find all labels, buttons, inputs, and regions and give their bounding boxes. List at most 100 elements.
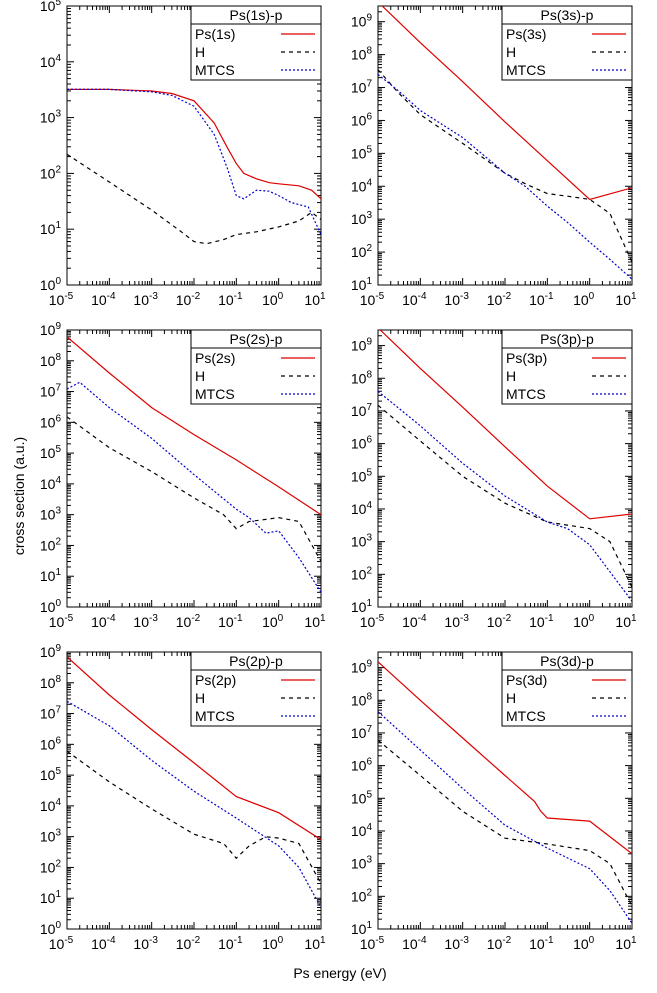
y-tick-label: 103 bbox=[351, 210, 373, 227]
y-tick-label: 104 bbox=[40, 53, 62, 70]
y-tick-exponent: 9 bbox=[366, 659, 372, 670]
x-tick-exponent: 0 bbox=[278, 613, 284, 624]
x-tick-label: 101 bbox=[615, 935, 637, 952]
legend-label: Ps(2s) bbox=[195, 350, 235, 366]
y-tick-label: 106 bbox=[351, 111, 373, 128]
y-tick-exponent: 1 bbox=[55, 889, 61, 900]
x-tick-label: 10-4 bbox=[91, 291, 116, 308]
chart-title: Ps(2p)-p bbox=[229, 653, 283, 669]
x-tick-exponent: -3 bbox=[460, 291, 469, 302]
x-tick-label: 10-4 bbox=[402, 935, 427, 952]
x-tick-exponent: 1 bbox=[631, 935, 637, 946]
y-tick-exponent: 8 bbox=[55, 352, 61, 363]
x-tick-exponent: -5 bbox=[375, 613, 384, 624]
y-tick-label: 103 bbox=[351, 855, 373, 872]
x-tick-exponent: -4 bbox=[418, 613, 427, 624]
y-tick-label: 101 bbox=[40, 567, 62, 584]
x-tick-exponent: 0 bbox=[278, 935, 284, 946]
x-tick-exponent: 1 bbox=[631, 613, 637, 624]
x-tick-label: 10-2 bbox=[176, 613, 201, 630]
y-tick-label: 106 bbox=[351, 435, 373, 452]
y-tick-label: 107 bbox=[351, 79, 373, 96]
y-tick-exponent: 3 bbox=[55, 109, 61, 120]
y-tick-label: 101 bbox=[351, 276, 373, 293]
x-tick-exponent: -2 bbox=[502, 613, 511, 624]
series-line-ps-3d- bbox=[378, 661, 632, 855]
y-tick-label: 109 bbox=[351, 659, 373, 676]
y-tick-exponent: 9 bbox=[366, 13, 372, 24]
y-tick-exponent: 5 bbox=[55, 0, 61, 8]
y-tick-label: 109 bbox=[351, 337, 373, 354]
legend-label: H bbox=[506, 690, 516, 706]
y-tick-label: 105 bbox=[351, 789, 373, 806]
y-tick-label: 101 bbox=[351, 598, 373, 615]
x-tick-exponent: -4 bbox=[418, 935, 427, 946]
y-tick-exponent: 1 bbox=[366, 598, 372, 609]
x-tick-exponent: 1 bbox=[320, 291, 326, 302]
y-tick-label: 102 bbox=[40, 164, 62, 181]
y-tick-label: 106 bbox=[351, 757, 373, 774]
x-axis-label: Ps energy (eV) bbox=[293, 965, 386, 981]
y-tick-exponent: 5 bbox=[366, 144, 372, 155]
legend-box bbox=[501, 651, 633, 727]
y-tick-exponent: 2 bbox=[366, 887, 372, 898]
y-tick-exponent: 2 bbox=[366, 243, 372, 254]
y-tick-label: 108 bbox=[351, 691, 373, 708]
x-tick-label: 101 bbox=[304, 613, 326, 630]
y-tick-exponent: 0 bbox=[55, 276, 61, 287]
legend-box bbox=[190, 5, 322, 81]
x-tick-label: 10-3 bbox=[444, 291, 469, 308]
x-tick-exponent: -4 bbox=[418, 291, 427, 302]
chart-title: Ps(2s)-p bbox=[230, 331, 283, 347]
x-tick-label: 10-1 bbox=[529, 613, 554, 630]
x-tick-label: 10-2 bbox=[487, 291, 512, 308]
x-tick-exponent: -3 bbox=[149, 613, 158, 624]
y-tick-exponent: 6 bbox=[55, 413, 61, 424]
chart-title: Ps(3s)-p bbox=[541, 7, 594, 23]
y-tick-exponent: 4 bbox=[55, 475, 61, 486]
x-tick-label: 10-1 bbox=[218, 935, 243, 952]
x-tick-exponent: -3 bbox=[149, 935, 158, 946]
x-tick-exponent: -2 bbox=[502, 291, 511, 302]
y-tick-label: 108 bbox=[40, 352, 62, 369]
y-tick-label: 103 bbox=[40, 506, 62, 523]
y-tick-label: 102 bbox=[351, 565, 373, 582]
series-line-h bbox=[67, 750, 321, 884]
legend-label: MTCS bbox=[506, 62, 546, 78]
y-tick-exponent: 3 bbox=[55, 828, 61, 839]
y-tick-exponent: 7 bbox=[366, 402, 372, 413]
legend-label: H bbox=[195, 368, 205, 384]
x-tick-exponent: -3 bbox=[149, 291, 158, 302]
y-tick-exponent: 4 bbox=[366, 500, 372, 511]
y-tick-exponent: 8 bbox=[366, 46, 372, 57]
x-tick-exponent: -2 bbox=[191, 935, 200, 946]
y-tick-label: 108 bbox=[351, 369, 373, 386]
y-tick-label: 102 bbox=[40, 536, 62, 553]
x-tick-label: 100 bbox=[573, 291, 595, 308]
y-axis-label: cross section (a.u.) bbox=[11, 437, 27, 555]
x-tick-exponent: -2 bbox=[191, 613, 200, 624]
x-tick-label: 10-2 bbox=[487, 935, 512, 952]
x-tick-label: 10-3 bbox=[133, 613, 158, 630]
y-tick-exponent: 9 bbox=[55, 643, 61, 654]
legend-box bbox=[501, 329, 633, 405]
y-tick-label: 109 bbox=[40, 321, 62, 338]
y-tick-exponent: 8 bbox=[366, 691, 372, 702]
x-tick-exponent: -3 bbox=[460, 935, 469, 946]
x-tick-exponent: -5 bbox=[64, 613, 73, 624]
series-line-mtcs bbox=[67, 381, 321, 593]
y-tick-label: 104 bbox=[40, 475, 62, 492]
series-line-mtcs bbox=[378, 390, 632, 602]
y-tick-exponent: 0 bbox=[55, 920, 61, 931]
x-tick-exponent: 1 bbox=[320, 613, 326, 624]
y-tick-label: 103 bbox=[351, 533, 373, 550]
x-tick-label: 10-1 bbox=[529, 291, 554, 308]
legend-box bbox=[190, 329, 322, 405]
y-tick-exponent: 4 bbox=[55, 797, 61, 808]
x-tick-label: 101 bbox=[304, 935, 326, 952]
x-tick-exponent: 0 bbox=[278, 291, 284, 302]
y-tick-label: 101 bbox=[40, 889, 62, 906]
x-tick-label: 10-3 bbox=[133, 291, 158, 308]
series-line-ps-2s- bbox=[67, 336, 321, 516]
